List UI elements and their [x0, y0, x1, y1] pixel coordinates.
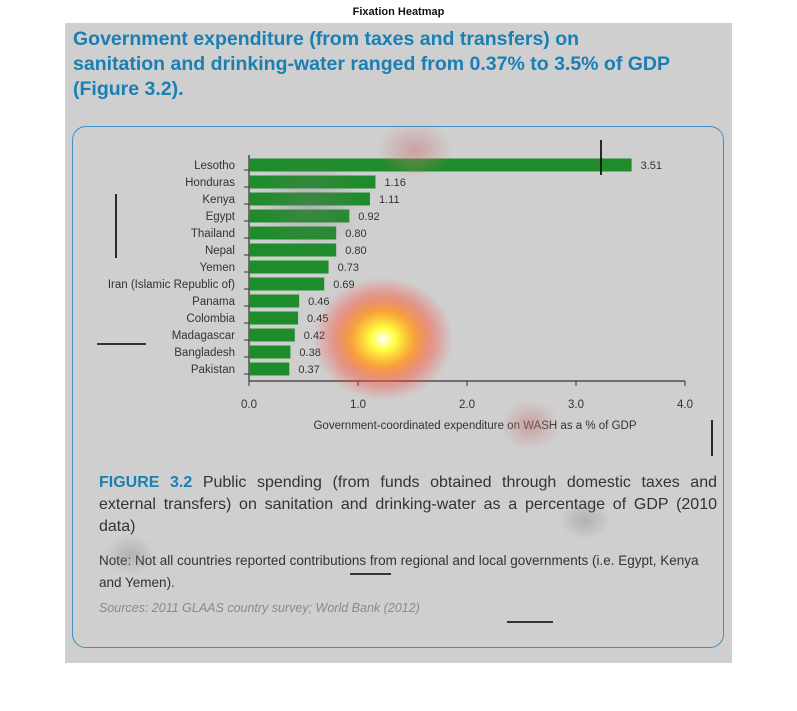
x-tick-label: 0.0 [241, 399, 257, 411]
bar [249, 362, 290, 376]
value-label: 0.45 [307, 313, 328, 325]
value-label: 1.11 [379, 194, 400, 206]
value-label: 0.42 [304, 330, 325, 342]
figure-caption: FIGURE 3.2 Public spending (from funds o… [99, 472, 717, 538]
bar [249, 345, 291, 359]
figure-title: Fixation Heatmap [352, 6, 445, 18]
category-label: Yemen [200, 262, 235, 274]
figure-card: Lesotho 3.51 Honduras 1.16 Kenya 1.11 Egypt 0.9… [72, 126, 724, 648]
value-label: 0.92 [358, 211, 379, 223]
bar [249, 277, 325, 291]
figure-note: Note: Not all countries reported contrib… [99, 553, 699, 590]
value-label: 0.38 [299, 347, 320, 359]
bar [249, 175, 376, 189]
value-label: 1.16 [384, 177, 405, 189]
category-label: Bangladesh [174, 347, 235, 359]
figure-caption-text: Public spending (from funds obtained thr… [99, 474, 717, 535]
bar [249, 328, 295, 342]
category-label: Egypt [206, 211, 236, 223]
bar [249, 294, 300, 308]
bar [249, 192, 370, 206]
value-label: 0.46 [308, 296, 329, 308]
category-label: Pakistan [191, 364, 235, 376]
x-tick-label: 2.0 [459, 399, 475, 411]
bar [249, 226, 337, 240]
infographic-panel: Government expenditure (from taxes and t… [65, 23, 732, 663]
value-label: 3.51 [641, 160, 662, 172]
category-label: Lesotho [194, 160, 235, 172]
category-label: Madagascar [172, 330, 235, 342]
figure-sources: Sources: 2011 GLAAS country survey; Worl… [99, 601, 420, 615]
x-tick-label: 1.0 [350, 399, 366, 411]
bar [249, 243, 337, 257]
headline: Government expenditure (from taxes and t… [73, 28, 670, 100]
bar [249, 260, 329, 274]
category-label: Panama [192, 296, 235, 308]
x-tick-label: 3.0 [568, 399, 584, 411]
value-label: 0.80 [345, 228, 366, 240]
bar [249, 158, 632, 172]
value-label: 0.69 [333, 279, 354, 291]
category-label: Nepal [205, 245, 235, 257]
figure-caption-label: FIGURE 3.2 [99, 474, 193, 491]
category-label: Iran (Islamic Republic of) [108, 279, 235, 291]
bar-chart: Lesotho 3.51 Honduras 1.16 Kenya 1.11 Egypt 0.9… [108, 155, 693, 432]
x-axis-title: Government-coordinated expenditure on WA… [313, 420, 636, 432]
category-label: Honduras [185, 177, 235, 189]
bar [249, 311, 299, 325]
value-label: 0.73 [338, 262, 359, 274]
bar [249, 209, 350, 223]
value-label: 0.37 [298, 364, 319, 376]
category-label: Thailand [191, 228, 235, 240]
value-label: 0.80 [345, 245, 366, 257]
category-label: Colombia [186, 313, 235, 325]
category-label: Kenya [202, 194, 235, 206]
x-tick-label: 4.0 [677, 399, 693, 411]
